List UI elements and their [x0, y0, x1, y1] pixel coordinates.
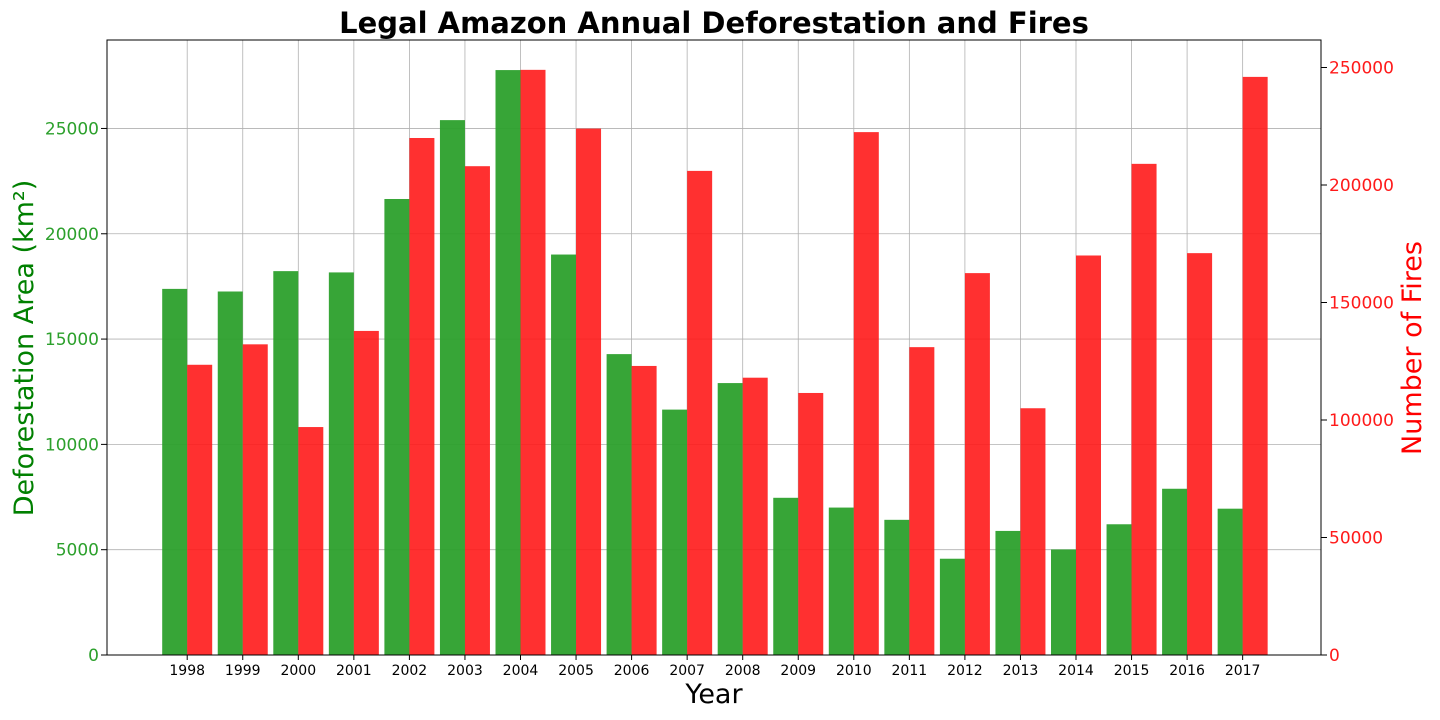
x-tick-label: 2002 — [392, 663, 428, 679]
x-tick-label: 2004 — [503, 663, 539, 679]
bar-deforestation — [828, 507, 854, 655]
bar-deforestation — [884, 519, 910, 655]
bar-fires — [242, 344, 268, 655]
bar-deforestation — [439, 120, 465, 656]
bar-fires — [1187, 253, 1213, 655]
x-tick-label: 1999 — [225, 663, 261, 679]
bar-deforestation — [1106, 524, 1132, 655]
bar-fires — [1020, 408, 1046, 655]
y-axis-left-label: Deforestation Area (km²) — [9, 180, 40, 517]
bar-fires — [909, 347, 935, 655]
bar-deforestation — [217, 291, 243, 655]
right-tick-label: 250000 — [1329, 58, 1394, 78]
bar-fires — [964, 273, 990, 655]
left-tick-label: 0 — [88, 646, 99, 666]
bar-deforestation — [1162, 488, 1188, 655]
x-tick-label: 2015 — [1114, 663, 1150, 679]
x-tick-label: 2010 — [836, 663, 872, 679]
bar-deforestation — [606, 354, 632, 655]
right-tick-label: 150000 — [1329, 293, 1394, 313]
left-axis-ticks: 0 5000 10000 15000 20000 25000 — [45, 119, 107, 666]
bar-fires — [687, 170, 713, 655]
chart-title: Legal Amazon Annual Deforestation and Fi… — [339, 6, 1089, 40]
right-tick-label: 0 — [1329, 646, 1340, 666]
y-axis-right-label: Number of Fires — [1397, 241, 1428, 455]
left-tick-label: 25000 — [45, 119, 99, 139]
x-tick-label: 2008 — [725, 663, 761, 679]
left-tick-label: 20000 — [45, 225, 99, 245]
bar-deforestation — [273, 271, 299, 655]
bar-fires — [520, 69, 546, 656]
bar-deforestation — [717, 383, 743, 655]
x-tick-label: 2009 — [780, 663, 816, 679]
x-tick-label: 2016 — [1169, 663, 1205, 679]
bar-fires — [409, 137, 435, 656]
bar-fires — [798, 392, 824, 655]
bar-deforestation — [551, 254, 577, 655]
x-tick-label: 2007 — [669, 663, 705, 679]
x-tick-label: 2017 — [1225, 663, 1261, 679]
bar-fires — [298, 427, 324, 655]
bar-deforestation — [995, 530, 1021, 655]
bar-fires — [853, 132, 879, 656]
bar-fires — [464, 166, 490, 655]
x-tick-label: 2000 — [280, 663, 316, 679]
x-tick-label: 2012 — [947, 663, 983, 679]
x-tick-label: 2013 — [1003, 663, 1039, 679]
left-tick-label: 5000 — [56, 541, 99, 561]
bar-fires — [1076, 255, 1101, 655]
x-tick-label: 2005 — [558, 663, 594, 679]
left-tick-label: 15000 — [45, 330, 99, 350]
x-tick-label: 2006 — [614, 663, 650, 679]
right-tick-label: 50000 — [1329, 528, 1383, 548]
right-tick-label: 100000 — [1329, 411, 1394, 431]
bar-deforestation — [495, 70, 521, 655]
x-tick-label: 1998 — [169, 663, 205, 679]
right-tick-label: 200000 — [1329, 176, 1394, 196]
bar-fires — [1242, 76, 1268, 655]
bar-deforestation — [1051, 549, 1076, 655]
bar-fires — [742, 377, 768, 655]
x-tick-label: 2003 — [447, 663, 483, 679]
x-tick-label: 2011 — [892, 663, 928, 679]
bar-deforestation — [773, 497, 799, 655]
bar-fires — [576, 128, 602, 656]
bar-deforestation — [662, 409, 688, 655]
plot-frame — [106, 39, 1322, 656]
bar-fires — [1131, 163, 1157, 655]
bars-group — [162, 69, 1268, 656]
bar-deforestation — [939, 558, 965, 655]
bar-deforestation — [328, 272, 354, 655]
bar-deforestation — [162, 288, 188, 655]
x-tick-label: 2001 — [336, 663, 372, 679]
x-axis-ticks: 1998 1999 2000 2001 2002 2003 2004 2005 2006 2007… — [169, 655, 1260, 679]
bar-deforestation — [384, 198, 410, 655]
bar-deforestation — [1217, 508, 1243, 655]
right-axis-ticks: 0 50000 100000 150000 200000 250000 — [1321, 58, 1394, 666]
bar-fires — [353, 330, 379, 655]
x-axis-label: Year — [684, 679, 743, 710]
bar-fires — [187, 364, 213, 655]
bar-fires — [631, 365, 657, 655]
left-tick-label: 10000 — [45, 435, 99, 455]
x-tick-label: 2014 — [1058, 663, 1094, 679]
